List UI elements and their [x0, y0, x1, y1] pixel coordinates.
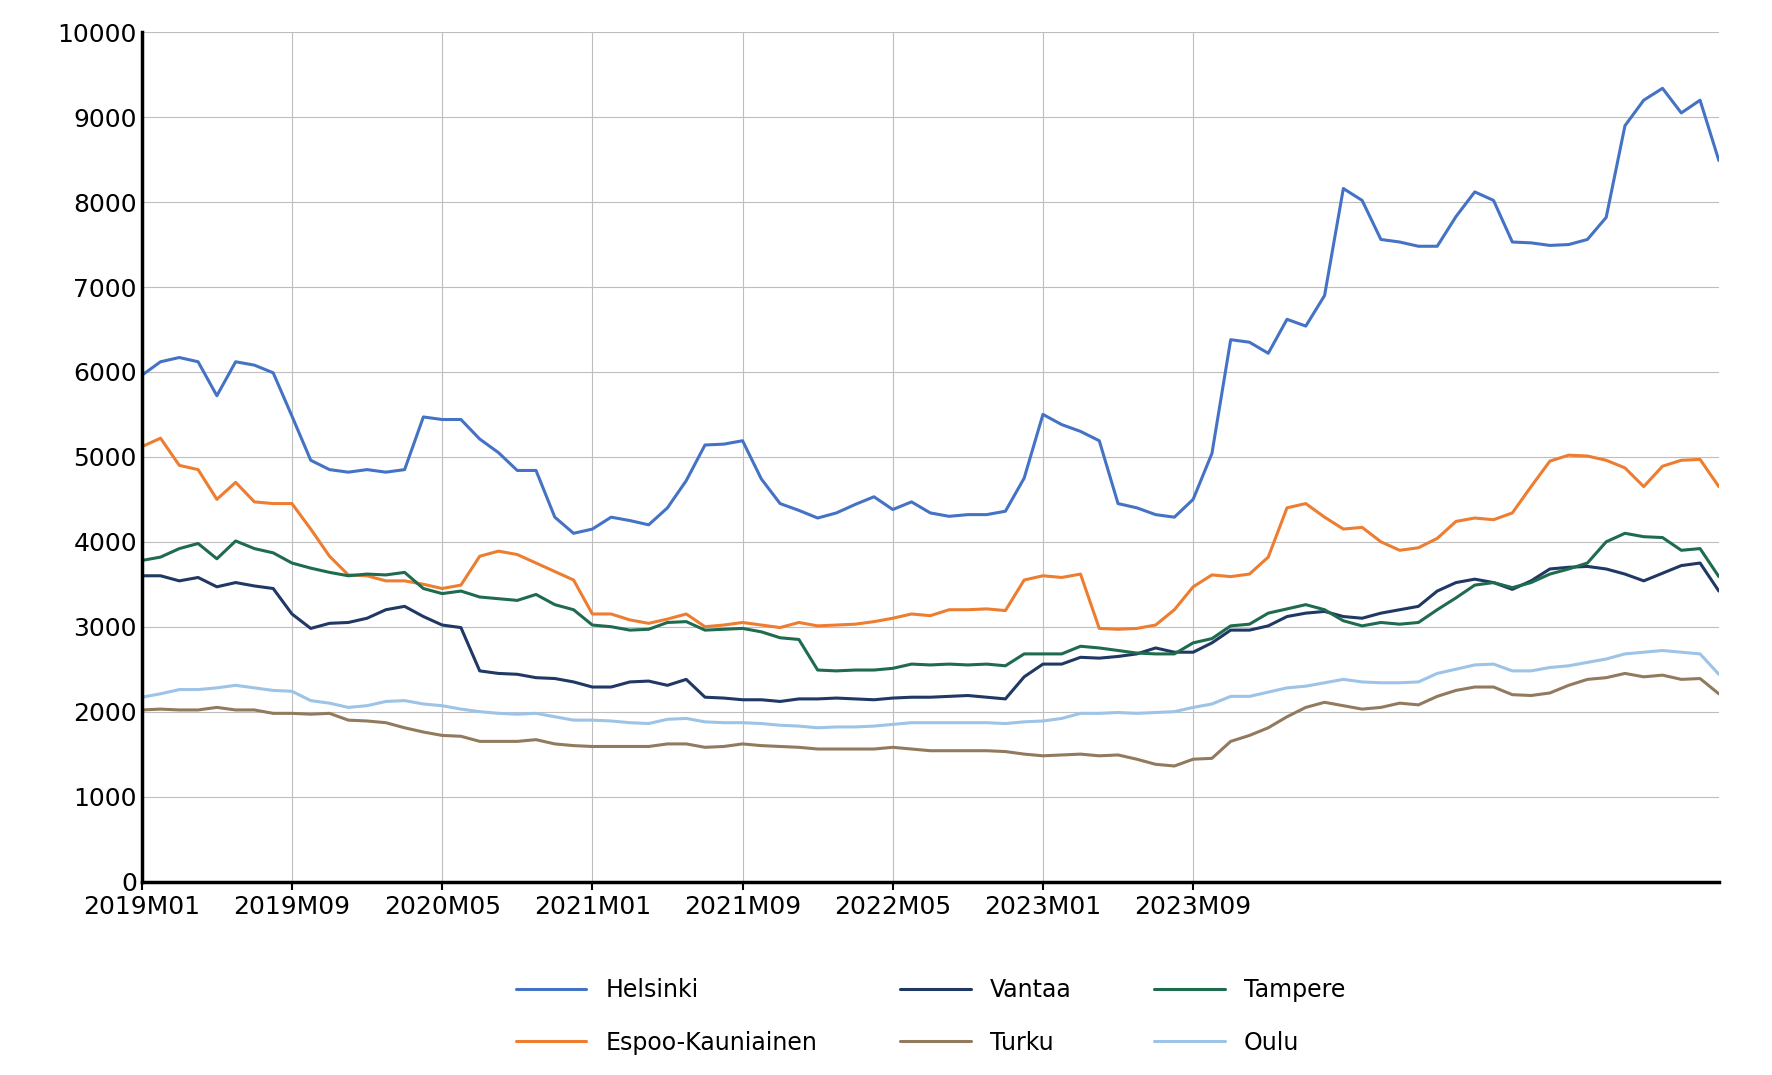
Turku — [393, 721, 415, 734]
Tampere — [393, 565, 415, 578]
Tampere — [826, 664, 847, 677]
Turku — [1614, 666, 1636, 679]
Helsinki — [939, 510, 960, 522]
Oulu — [601, 715, 622, 728]
Vantaa — [1689, 557, 1710, 570]
Vantaa — [939, 690, 960, 703]
Espoo-Kauniainen — [151, 432, 172, 445]
Vantaa — [675, 673, 696, 686]
Tampere — [1652, 531, 1673, 544]
Vantaa — [1708, 585, 1729, 598]
Espoo-Kauniainen — [618, 614, 640, 627]
Turku — [920, 744, 941, 757]
Line: Oulu: Oulu — [142, 650, 1719, 728]
Oulu — [939, 716, 960, 729]
Espoo-Kauniainen — [1652, 460, 1673, 473]
Line: Helsinki: Helsinki — [142, 88, 1719, 533]
Helsinki — [1708, 154, 1729, 167]
Line: Turku: Turku — [142, 673, 1719, 766]
Helsinki — [1652, 82, 1673, 95]
Tampere — [939, 658, 960, 671]
Turku — [1708, 687, 1729, 700]
Turku — [131, 703, 152, 716]
Helsinki — [131, 369, 152, 382]
Line: Tampere: Tampere — [142, 533, 1719, 671]
Tampere — [1614, 527, 1636, 540]
Oulu — [1652, 644, 1673, 657]
Oulu — [806, 721, 828, 734]
Oulu — [675, 712, 696, 725]
Oulu — [618, 716, 640, 729]
Line: Vantaa: Vantaa — [142, 563, 1719, 702]
Turku — [1652, 669, 1673, 682]
Espoo-Kauniainen — [131, 441, 152, 454]
Vantaa — [618, 675, 640, 688]
Espoo-Kauniainen — [939, 603, 960, 616]
Espoo-Kauniainen — [1108, 622, 1129, 635]
Helsinki — [618, 514, 640, 527]
Tampere — [131, 554, 152, 567]
Helsinki — [563, 527, 585, 540]
Espoo-Kauniainen — [638, 617, 659, 630]
Vantaa — [393, 600, 415, 613]
Oulu — [1634, 646, 1655, 659]
Vantaa — [1634, 574, 1655, 587]
Turku — [1164, 760, 1185, 773]
Oulu — [1708, 668, 1729, 680]
Vantaa — [601, 680, 622, 693]
Espoo-Kauniainen — [695, 620, 716, 633]
Tampere — [675, 615, 696, 628]
Tampere — [601, 620, 622, 633]
Turku — [675, 737, 696, 750]
Tampere — [618, 624, 640, 636]
Espoo-Kauniainen — [413, 578, 434, 591]
Oulu — [393, 694, 415, 707]
Helsinki — [695, 439, 716, 452]
Oulu — [131, 691, 152, 704]
Vantaa — [769, 696, 790, 708]
Legend: Helsinki, Espoo-Kauniainen, Vantaa, Turku, Tampere, Oulu: Helsinki, Espoo-Kauniainen, Vantaa, Turk… — [516, 978, 1345, 1055]
Tampere — [1708, 570, 1729, 583]
Line: Espoo-Kauniainen: Espoo-Kauniainen — [142, 439, 1719, 629]
Helsinki — [638, 518, 659, 531]
Espoo-Kauniainen — [1708, 481, 1729, 493]
Turku — [601, 740, 622, 752]
Turku — [618, 740, 640, 752]
Helsinki — [1634, 94, 1655, 106]
Helsinki — [393, 463, 415, 476]
Vantaa — [131, 570, 152, 583]
